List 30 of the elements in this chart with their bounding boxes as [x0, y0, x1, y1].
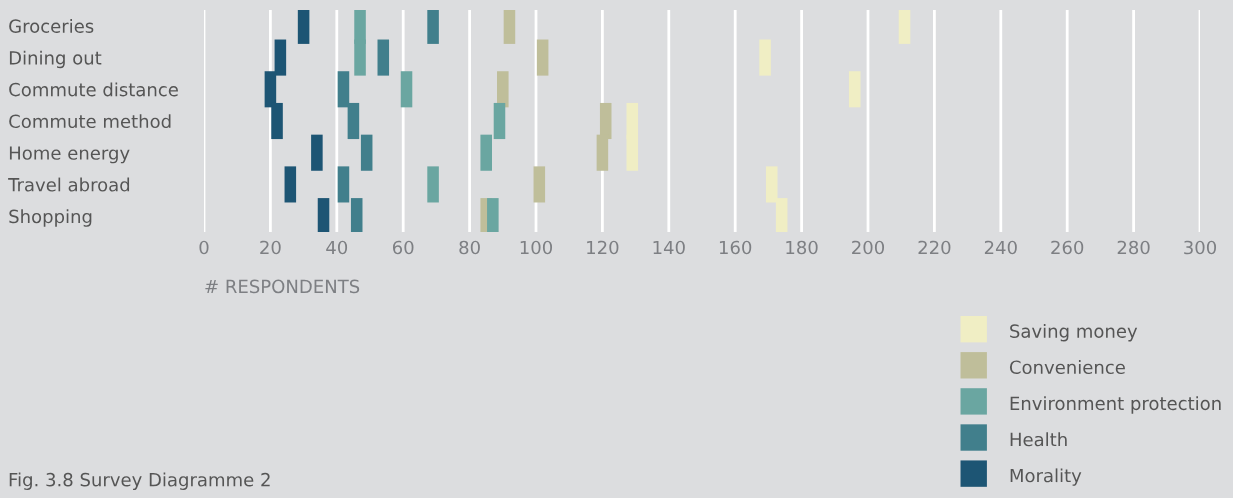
x-tick-label: 40 [326, 240, 348, 255]
y-tick-label: Commute distance [9, 82, 178, 97]
y-tick-label: Commute method [9, 114, 171, 129]
x-tick-label: 60 [392, 240, 414, 255]
y-tick-label: Travel abroad [8, 177, 130, 192]
y-tick-label: Shopping [9, 209, 92, 227]
x-tick-label: 140 [653, 240, 685, 255]
x-tick-label: 80 [459, 240, 480, 255]
x-tick-label: 260 [1051, 240, 1084, 255]
x-tick-label: 220 [918, 240, 951, 255]
x-tick-label: 0 [199, 240, 209, 255]
y-tick-label: Dining out [9, 50, 102, 69]
caption: Fig. 3.8 Survey Diagramme 2 [9, 472, 270, 490]
x-tick-label: 20 [260, 240, 281, 255]
x-tick-label: 160 [719, 240, 752, 255]
legend-label: Morality [1010, 468, 1082, 486]
legend-label: Environment protection [1010, 396, 1221, 414]
legend-label: Convenience [1009, 360, 1125, 375]
x-tick-label: 180 [786, 240, 818, 255]
y-tick-label: Groceries [9, 19, 94, 33]
x-axis-title: # RESPONDENTS [205, 279, 360, 294]
legend-label: Saving money [1010, 323, 1138, 342]
x-tick-label: 280 [1117, 240, 1150, 255]
x-tick-label: 300 [1184, 240, 1217, 255]
y-tick-label: Home energy [9, 146, 130, 164]
x-tick-label: 200 [852, 240, 885, 255]
x-tick-label: 100 [520, 240, 553, 255]
x-tick-label: 240 [984, 240, 1017, 255]
legend-label: Health [1010, 432, 1067, 447]
x-tick-label: 120 [587, 240, 619, 255]
